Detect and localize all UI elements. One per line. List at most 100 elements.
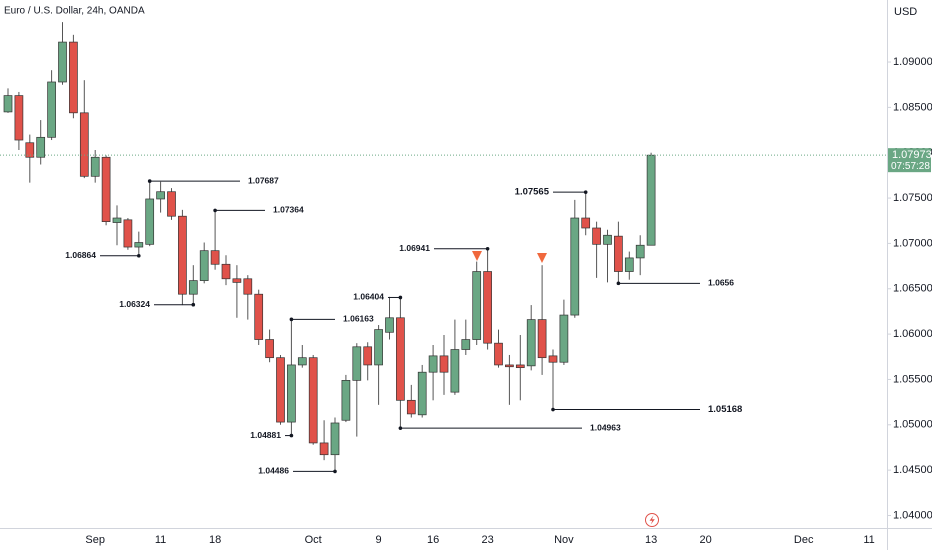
candle-body — [330, 422, 340, 456]
candle-body — [603, 234, 612, 245]
candle-body — [406, 399, 416, 415]
candle-body — [624, 257, 634, 272]
candle-body — [287, 364, 296, 423]
candle-body — [646, 154, 656, 246]
last-price-label: 1.07973 — [892, 149, 932, 161]
candle-body — [58, 41, 67, 83]
annotation-dot — [616, 281, 621, 286]
annotation-dot — [289, 433, 294, 438]
annotation-dot — [485, 246, 490, 251]
candle-body — [439, 355, 449, 373]
annotation-label: 1.06864 — [65, 250, 96, 260]
y-tick-label: 1.05500 — [893, 373, 932, 385]
candle-body — [167, 191, 176, 217]
candle-body — [221, 263, 231, 280]
candle-body — [548, 355, 558, 363]
candle-body — [254, 293, 264, 340]
y-tick-label: 1.04000 — [893, 509, 932, 521]
candle-body — [297, 357, 307, 366]
candle-body — [635, 244, 645, 259]
annotation-dot — [333, 469, 337, 474]
annotation-dot — [583, 190, 588, 194]
x-tick-label: Oct — [305, 534, 322, 546]
candle-body — [14, 95, 24, 141]
annotation-dot — [147, 179, 152, 183]
candle-body — [276, 357, 285, 423]
x-tick-label: 18 — [209, 534, 221, 546]
annotation-label: 1.07687 — [248, 175, 279, 185]
candle-body — [374, 329, 383, 366]
candle-body — [3, 95, 13, 113]
candle-body — [363, 346, 373, 366]
candle-body — [134, 242, 144, 248]
annotation-label: 1.0656 — [708, 278, 734, 288]
candle-body — [232, 278, 242, 283]
candle-body — [614, 235, 623, 272]
x-tick-label: 9 — [376, 534, 382, 546]
annotation-label: 1.04881 — [250, 430, 281, 440]
y-tick-label: 1.07500 — [893, 192, 932, 204]
candle-body — [79, 112, 89, 177]
annotation-label: 1.06324 — [119, 299, 150, 309]
annotation-dot — [398, 426, 403, 430]
signal-marker — [472, 251, 482, 261]
x-tick-label: 13 — [645, 534, 657, 546]
y-tick-label: 1.06000 — [893, 328, 932, 340]
candle-body — [385, 317, 394, 333]
x-tick-label: 23 — [481, 534, 493, 546]
x-tick-label: 20 — [699, 534, 711, 546]
candle-body — [156, 191, 165, 200]
y-tick-label: 1.08500 — [893, 101, 932, 113]
candle-body — [417, 371, 427, 416]
candle-body — [47, 81, 56, 138]
candle-body — [526, 319, 536, 367]
candle-body — [199, 250, 209, 281]
candle-body — [450, 349, 460, 393]
y-tick-label: 1.07000 — [893, 237, 932, 249]
candle-body — [123, 219, 133, 248]
candle-body — [494, 342, 503, 366]
annotation-label: 1.06163 — [343, 314, 374, 324]
annotation-label: 1.06404 — [353, 292, 384, 302]
annotation-label: 1.07364 — [273, 205, 304, 215]
candle-body — [515, 364, 525, 369]
candle-body — [428, 355, 438, 373]
currency[interactable]: USD — [894, 6, 917, 18]
y-tick-label: 1.06500 — [893, 283, 932, 295]
candle-body — [308, 357, 318, 444]
last-price-box — [888, 148, 931, 173]
y-tick-label: 1.09000 — [893, 56, 932, 68]
candle-body — [537, 319, 547, 359]
annotation-label: 1.04963 — [590, 422, 621, 432]
candle-body — [265, 339, 274, 359]
annotation-label: 1.05168 — [708, 404, 742, 415]
annotation-dot — [191, 302, 196, 307]
candle-body — [112, 217, 122, 223]
countdown: 07:57:28 — [891, 161, 930, 172]
x-tick-label: 11 — [863, 534, 874, 546]
candle-body — [210, 250, 220, 265]
x-tick-label: 11 — [155, 534, 166, 546]
candle-body — [188, 280, 198, 295]
candle-body — [461, 339, 471, 350]
candle-body — [472, 271, 482, 340]
annotation-dot — [289, 317, 294, 322]
x-tick-label: 16 — [427, 534, 439, 546]
candle-body — [592, 227, 601, 245]
annotation-dot — [213, 208, 217, 213]
event-icon[interactable] — [645, 513, 659, 527]
chart-title: Euro / U.S. Dollar, 24h, OANDA — [4, 6, 145, 17]
candle-body — [352, 346, 362, 381]
candle-body — [243, 278, 253, 295]
candle-body — [559, 314, 569, 363]
candle-body — [145, 198, 155, 245]
annotation-label: 1.04486 — [258, 466, 289, 476]
candle-body — [483, 271, 492, 344]
candle-body — [570, 217, 580, 316]
annotation-dot — [398, 295, 403, 300]
annotation-label: 1.07565 — [515, 187, 550, 198]
candle-body — [396, 317, 405, 401]
annotation-dot — [137, 253, 141, 258]
x-tick-label: Dec — [794, 534, 814, 546]
